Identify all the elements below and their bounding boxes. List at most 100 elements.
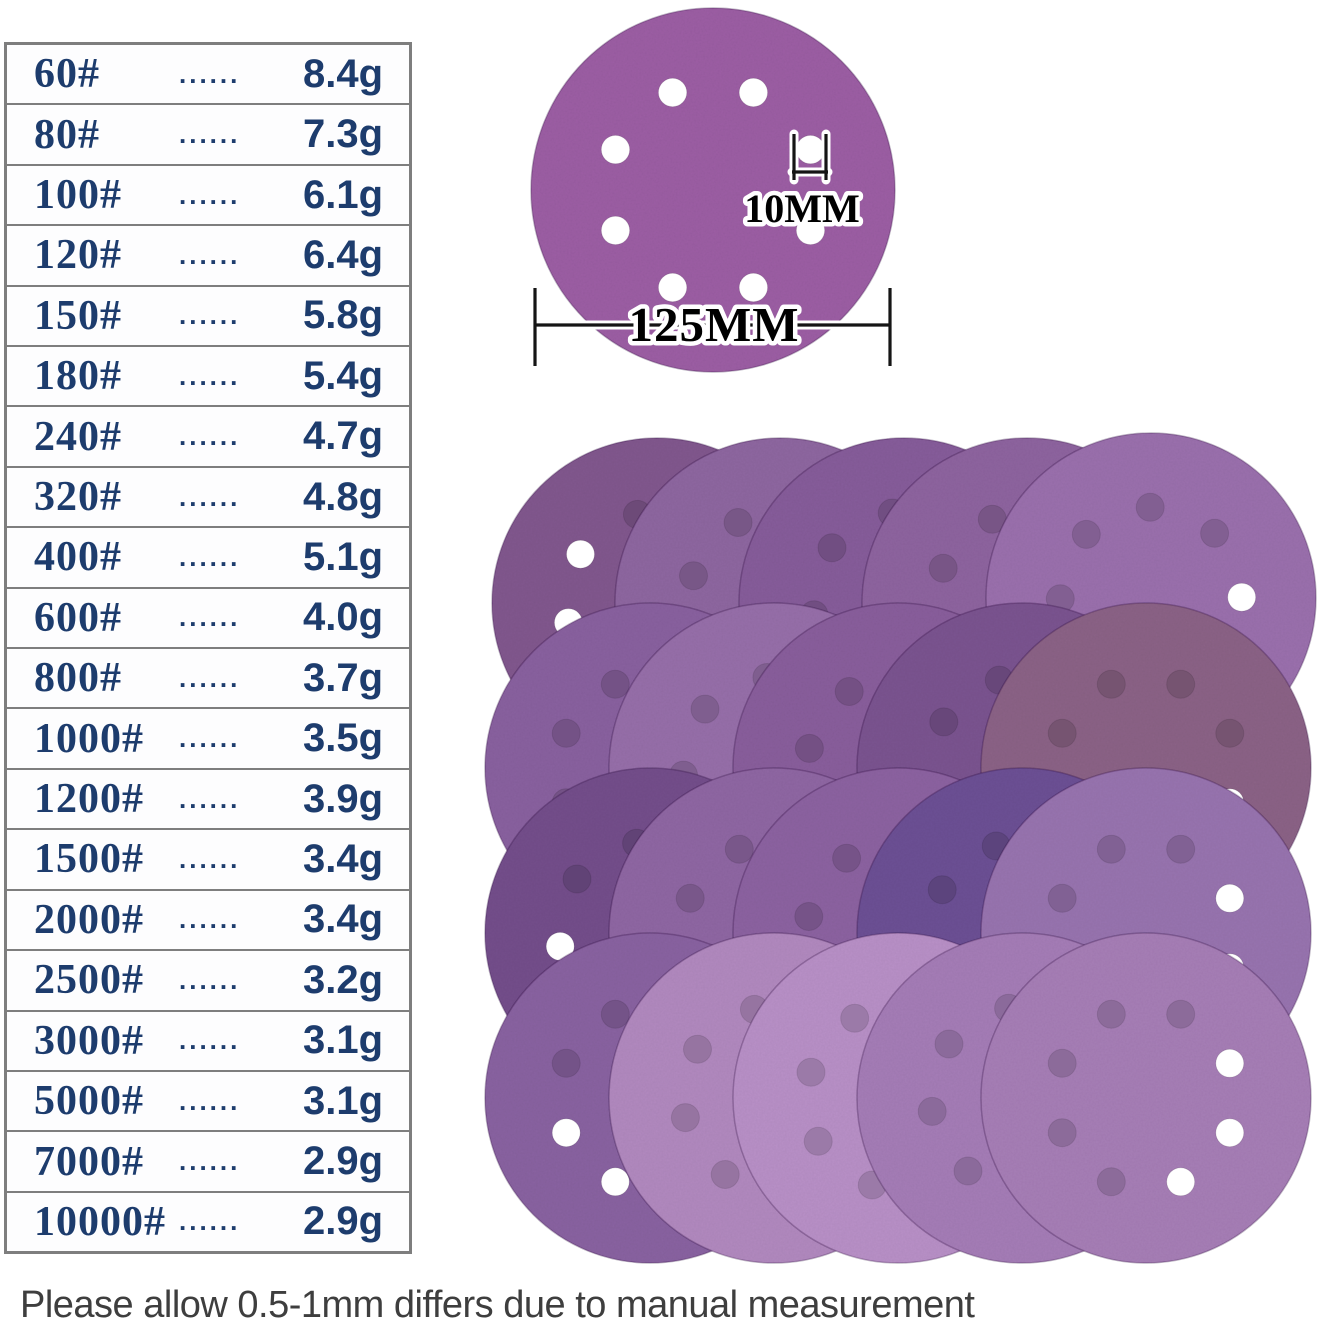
disc-diameter-annotation: 125MM bbox=[530, 283, 895, 371]
disc-hole-open bbox=[1227, 582, 1257, 612]
table-row: 120#...... 6.4g bbox=[7, 226, 409, 287]
disc-hole bbox=[1047, 883, 1077, 913]
grit-label: 3000# bbox=[34, 1017, 144, 1064]
dots-separator: ...... bbox=[179, 541, 241, 572]
disc-hole bbox=[562, 864, 592, 894]
dots-separator: ...... bbox=[179, 783, 241, 814]
weight-value: 7.3g bbox=[303, 112, 384, 157]
grit-label: 2000# bbox=[34, 896, 144, 943]
table-row: 7000#...... 2.9g bbox=[7, 1132, 409, 1193]
grit-label: 600# bbox=[34, 594, 122, 641]
table-row: 1500#...... 3.4g bbox=[7, 830, 409, 891]
dots-separator: ...... bbox=[179, 179, 241, 210]
weight-value: 5.8g bbox=[303, 293, 384, 338]
weight-value: 3.4g bbox=[303, 836, 384, 881]
weight-value: 2.9g bbox=[303, 1199, 384, 1244]
weight-value: 3.4g bbox=[303, 897, 384, 942]
disc-hole-open bbox=[738, 77, 769, 108]
disc-hole bbox=[1166, 669, 1196, 699]
dots-separator: ...... bbox=[179, 421, 241, 452]
disc-hole bbox=[600, 669, 630, 699]
dots-separator: ...... bbox=[179, 602, 241, 633]
disc-hole bbox=[1096, 999, 1126, 1029]
disc-hole bbox=[1047, 1048, 1077, 1078]
grit-label: 400# bbox=[34, 534, 122, 581]
dots-separator: ...... bbox=[179, 481, 241, 512]
disc-pile-layer bbox=[484, 432, 1317, 1264]
disc-hole bbox=[1047, 1118, 1077, 1148]
disc-hole bbox=[710, 1160, 740, 1189]
disc-hole bbox=[796, 1057, 826, 1087]
table-row: 800#...... 3.7g bbox=[7, 649, 409, 710]
weight-value: 3.7g bbox=[303, 655, 384, 700]
disc-hole-open bbox=[551, 1118, 581, 1148]
disc-hole bbox=[928, 553, 958, 583]
weight-value: 2.9g bbox=[303, 1139, 384, 1184]
dots-separator: ...... bbox=[179, 1206, 241, 1237]
grit-label: 1500# bbox=[34, 836, 144, 883]
disc-hole bbox=[724, 834, 754, 864]
disc-hole bbox=[794, 733, 824, 763]
table-row: 240#...... 4.7g bbox=[7, 407, 409, 468]
weight-value: 6.4g bbox=[303, 232, 384, 277]
table-row: 400#...... 5.1g bbox=[7, 528, 409, 589]
disc-hole bbox=[1135, 492, 1165, 522]
weight-value: 5.1g bbox=[303, 534, 384, 579]
table-row: 1200#...... 3.9g bbox=[7, 770, 409, 831]
dots-separator: ...... bbox=[179, 964, 241, 995]
dots-separator: ...... bbox=[179, 119, 241, 150]
table-row: 2500#...... 3.2g bbox=[7, 951, 409, 1012]
dots-separator: ...... bbox=[179, 662, 241, 693]
disc-hole bbox=[840, 1003, 870, 1033]
disc-hole bbox=[551, 718, 581, 748]
disc-hole bbox=[1166, 999, 1196, 1029]
diameter-dimension-lines bbox=[533, 288, 892, 366]
grit-label: 7000# bbox=[34, 1138, 144, 1185]
disc-hole bbox=[927, 875, 957, 905]
table-row: 80#...... 7.3g bbox=[7, 105, 409, 166]
disc-diameter-label: 125MM bbox=[629, 297, 800, 352]
dots-separator: ...... bbox=[179, 239, 241, 270]
disc-hole-open bbox=[600, 1167, 630, 1197]
hole-diameter-label: 10MM bbox=[744, 186, 860, 231]
disc-hole bbox=[675, 883, 705, 913]
grit-label: 10000# bbox=[34, 1198, 166, 1245]
weight-value: 3.1g bbox=[303, 1018, 384, 1063]
disc-hole-open bbox=[738, 272, 769, 303]
disc-hole-open bbox=[1166, 1167, 1196, 1197]
disc-hole bbox=[934, 1029, 964, 1059]
weight-value: 4.0g bbox=[303, 595, 384, 640]
grit-label: 240# bbox=[34, 413, 122, 460]
disc-hole bbox=[1166, 834, 1196, 864]
table-row: 320#...... 4.8g bbox=[7, 468, 409, 529]
hole-diameter-annotation: 10MM bbox=[740, 129, 864, 236]
table-row: 3000#...... 3.1g bbox=[7, 1012, 409, 1072]
table-row: 10000#...... 2.9g bbox=[7, 1193, 409, 1251]
weight-value: 5.4g bbox=[303, 353, 384, 398]
weight-value: 3.1g bbox=[303, 1078, 384, 1123]
disc-hole-open bbox=[657, 77, 688, 108]
disc-hole bbox=[1047, 718, 1077, 748]
grit-label: 60# bbox=[34, 51, 100, 98]
grit-label: 180# bbox=[34, 353, 122, 400]
disc-hole bbox=[723, 508, 753, 537]
weight-value: 3.9g bbox=[303, 776, 384, 821]
grit-label: 100# bbox=[34, 172, 122, 219]
table-row: 180#...... 5.4g bbox=[7, 347, 409, 408]
disc-hole-open bbox=[795, 134, 826, 165]
grit-label: 1200# bbox=[34, 776, 144, 823]
disc-hole-open bbox=[1215, 1048, 1245, 1078]
sanding-disc bbox=[980, 932, 1312, 1264]
dots-separator: ...... bbox=[179, 904, 241, 935]
disc-hole bbox=[834, 677, 864, 706]
grit-label: 800# bbox=[34, 655, 122, 702]
disc-hole bbox=[683, 1034, 712, 1064]
dots-separator: ...... bbox=[179, 1025, 241, 1056]
weight-value: 3.5g bbox=[303, 716, 384, 761]
disc-hole bbox=[600, 999, 630, 1029]
disc-hole bbox=[690, 694, 720, 724]
disc-hole bbox=[832, 843, 862, 873]
grit-label: 5000# bbox=[34, 1078, 144, 1125]
